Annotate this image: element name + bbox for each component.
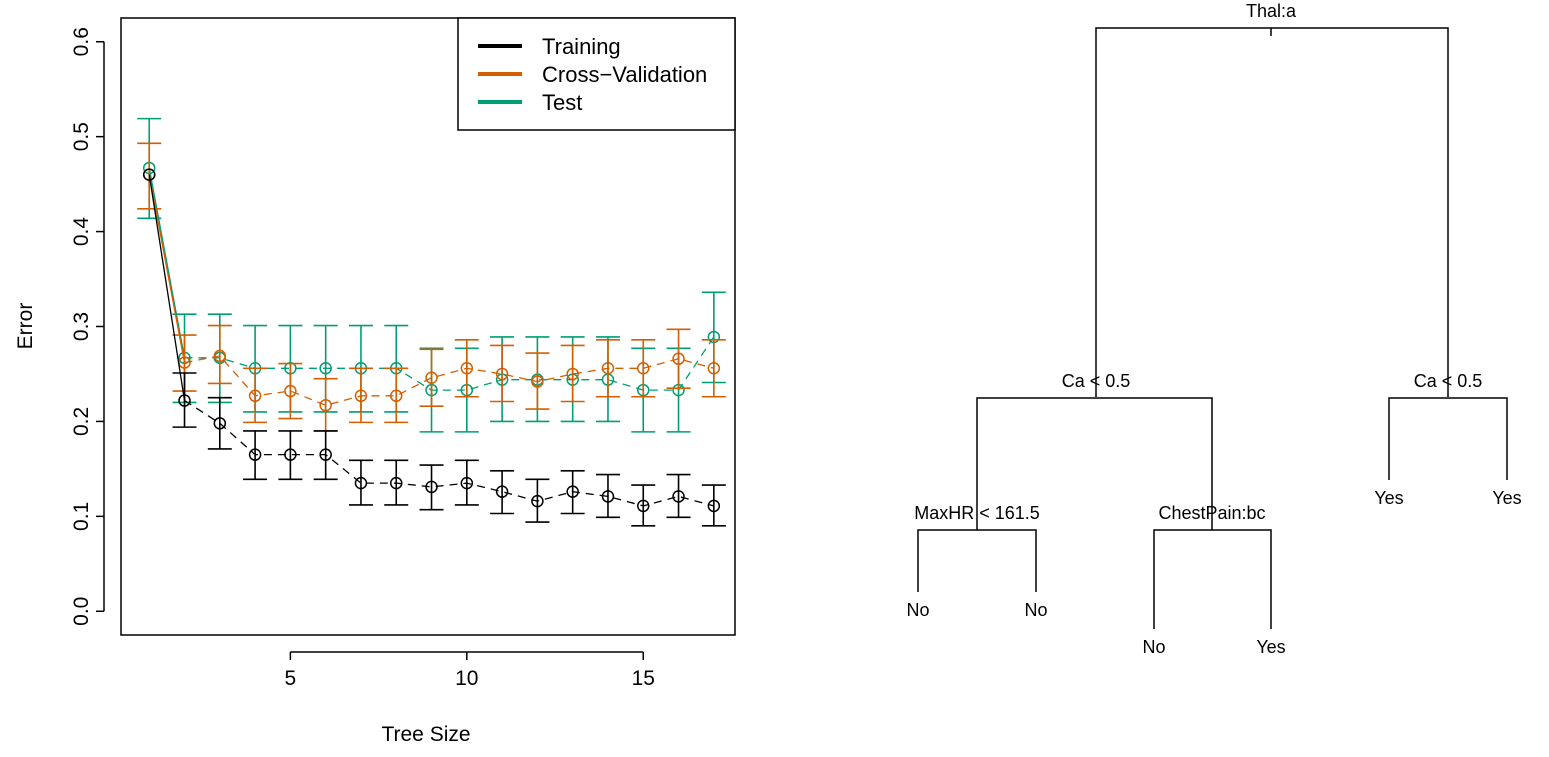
data-point	[354, 476, 368, 490]
data-point	[389, 389, 403, 403]
data-point	[284, 448, 297, 461]
series-line-first	[148, 174, 186, 401]
tree-left-left-branch	[917, 529, 1037, 592]
tree-right-branch	[1388, 397, 1508, 480]
data-point	[460, 362, 474, 375]
series-layer	[137, 117, 726, 527]
tree-leaf-1: No	[906, 600, 929, 620]
data-point	[566, 485, 579, 498]
data-point	[142, 168, 156, 181]
tree-node-left-split: Ca < 0.5	[1062, 371, 1131, 391]
x-tick-label: 15	[632, 667, 655, 690]
legend: Training Cross−Validation Test	[457, 17, 736, 131]
data-point	[248, 448, 262, 461]
data-point	[389, 476, 403, 490]
tree-node-left-right-split: ChestPain:bc	[1158, 503, 1265, 523]
data-point	[707, 362, 721, 375]
legend-label-cross-validation: Cross−Validation	[542, 62, 707, 87]
data-point	[248, 389, 262, 403]
plot-frame	[120, 17, 736, 636]
y-tick-label: 0.6	[70, 27, 93, 56]
data-point	[425, 480, 438, 494]
y-tick-label: 0.0	[70, 597, 93, 626]
data-point	[601, 490, 615, 503]
data-point	[601, 362, 615, 375]
series-line-dashed	[184, 336, 715, 391]
y-tick-label: 0.3	[70, 312, 93, 341]
tree-left-right-branch	[1153, 529, 1272, 629]
data-point	[319, 399, 332, 412]
data-point	[460, 476, 474, 490]
x-axis: 5 10 15	[285, 651, 655, 690]
y-axis-label: Error	[14, 303, 37, 350]
tree-node-root: Thal:a	[1246, 1, 1297, 21]
data-point	[425, 371, 438, 385]
data-point	[495, 485, 509, 498]
data-point	[531, 494, 544, 508]
data-point	[495, 367, 509, 381]
data-point	[672, 490, 685, 503]
data-point	[637, 499, 650, 513]
legend-label-training: Training	[542, 34, 621, 59]
data-point	[672, 352, 685, 366]
data-point	[707, 499, 721, 513]
error-plot: 0.0 0.1 0.2 0.3 0.4 0.5 0.6 5 10 15 Tree Size Er…	[14, 17, 736, 746]
y-tick-label: 0.4	[70, 217, 93, 247]
series-cross-validation	[137, 142, 726, 432]
series-training	[142, 168, 726, 527]
series-line-first	[148, 174, 186, 363]
data-point	[566, 367, 579, 381]
x-tick-label: 10	[455, 667, 478, 690]
series-line-dashed	[184, 355, 714, 406]
x-tick-label: 5	[285, 667, 297, 690]
data-point	[178, 394, 191, 407]
data-point	[319, 448, 332, 461]
y-tick-label: 0.5	[70, 122, 93, 151]
tree-leaf-4: Yes	[1256, 637, 1285, 657]
legend-label-test: Test	[542, 90, 582, 115]
tree-leaf-3: No	[1142, 637, 1165, 657]
tree-node-right-split: Ca < 0.5	[1414, 371, 1483, 391]
data-point	[284, 384, 297, 398]
tree-labels: Thal:a Ca < 0.5 Ca < 0.5 MaxHR < 161.5 C…	[906, 1, 1521, 657]
tree-root-branch	[1095, 27, 1449, 397]
tree-leaf-2: No	[1024, 600, 1047, 620]
data-point	[319, 362, 332, 375]
data-point	[637, 362, 650, 375]
tree-left-branch	[976, 397, 1213, 530]
data-point	[213, 417, 227, 430]
y-tick-label: 0.1	[70, 502, 93, 531]
x-axis-label: Tree Size	[381, 723, 470, 746]
series-line-first	[148, 167, 186, 358]
data-point	[531, 375, 544, 388]
y-tick-label: 0.2	[70, 407, 93, 436]
series-line-dashed	[184, 399, 714, 507]
data-point	[354, 389, 368, 403]
tree-leaf-6: Yes	[1492, 488, 1521, 508]
data-point	[213, 349, 227, 363]
tree-node-left-left-split: MaxHR < 161.5	[914, 503, 1040, 523]
y-axis: 0.0 0.1 0.2 0.3 0.4 0.5 0.6	[70, 27, 105, 626]
decision-tree	[917, 27, 1508, 629]
tree-leaf-5: Yes	[1374, 488, 1403, 508]
